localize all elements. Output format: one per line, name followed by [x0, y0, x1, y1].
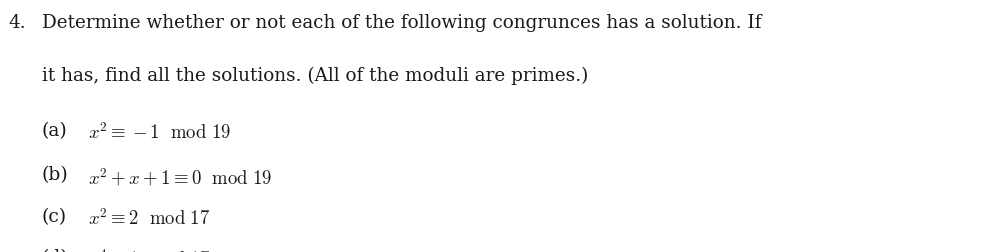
Text: (d): (d): [42, 249, 69, 252]
Text: $x^2 + x + 1 \equiv 0 \ \ \mathrm{mod}\ 19$: $x^2 + x + 1 \equiv 0 \ \ \mathrm{mod}\ …: [88, 166, 272, 188]
Text: $x^2 \equiv 2 \ \ \mathrm{mod}\ 17$: $x^2 \equiv 2 \ \ \mathrm{mod}\ 17$: [88, 208, 211, 229]
Text: it has, find all the solutions. (All of the moduli are primes.): it has, find all the solutions. (All of …: [42, 67, 588, 85]
Text: 4.: 4.: [8, 14, 26, 32]
Text: Determine whether or not each of the following congrunces has a solution. If: Determine whether or not each of the fol…: [42, 14, 761, 32]
Text: $x^4 \equiv 1 \ \ \mathrm{mod}\ 17$: $x^4 \equiv 1 \ \ \mathrm{mod}\ 17$: [88, 249, 211, 252]
Text: (c): (c): [42, 208, 67, 226]
Text: (b): (b): [42, 166, 69, 184]
Text: $x^2 \equiv -1 \ \ \mathrm{mod}\ 19$: $x^2 \equiv -1 \ \ \mathrm{mod}\ 19$: [88, 122, 231, 143]
Text: (a): (a): [42, 122, 68, 140]
